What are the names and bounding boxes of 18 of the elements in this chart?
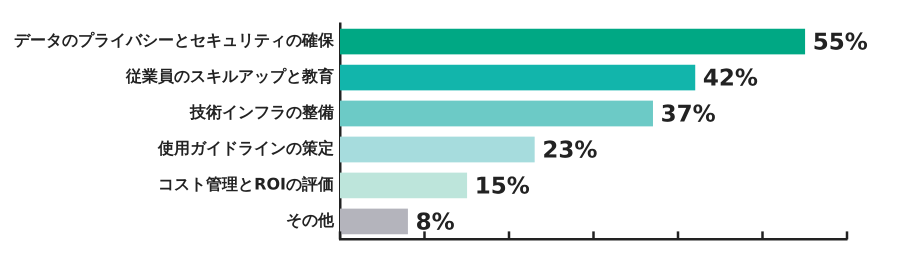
bar xyxy=(340,208,408,234)
bar xyxy=(340,136,535,162)
y-tick-label: その他 xyxy=(286,210,335,230)
y-tick-label: 使用ガイドラインの策定 xyxy=(157,138,334,158)
data-label: 55% xyxy=(812,30,868,56)
data-label: 42% xyxy=(702,66,758,92)
data-label: 8% xyxy=(416,209,455,236)
data-label: 15% xyxy=(474,173,530,200)
y-tick-label: 技術インフラの整備 xyxy=(189,102,334,122)
data-label: 37% xyxy=(660,101,716,128)
bar xyxy=(340,64,696,90)
y-tick-label: コスト管理とROIの評価 xyxy=(158,174,334,194)
y-tick-label: 従業員のスキルアップと教育 xyxy=(125,66,334,86)
data-label: 23% xyxy=(542,137,598,164)
y-tick-label: データのプライバシーとセキュリティの確保 xyxy=(14,30,335,50)
bar xyxy=(340,28,806,54)
bar xyxy=(340,172,468,198)
bar xyxy=(340,100,653,126)
